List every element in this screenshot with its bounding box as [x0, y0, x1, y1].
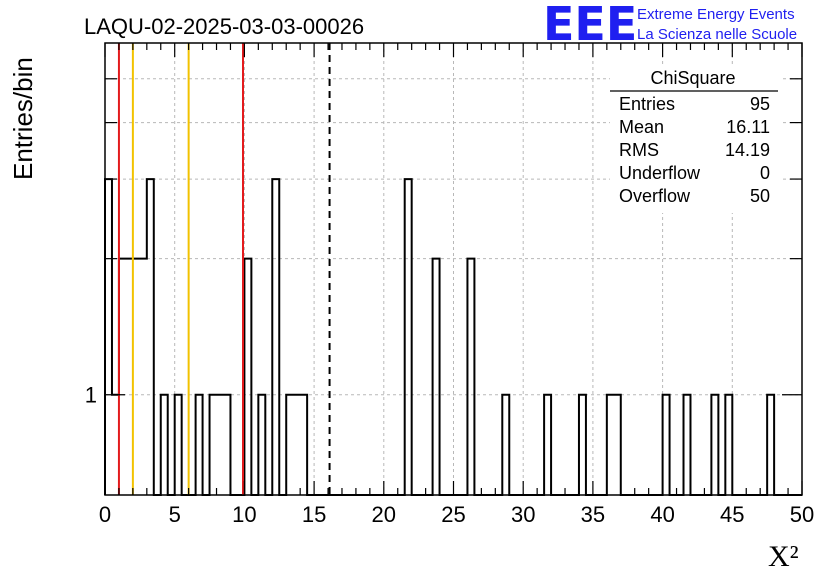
stats-value: 95	[750, 94, 770, 114]
stats-box-title: ChiSquare	[650, 68, 735, 88]
x-tick-label: 15	[302, 502, 326, 527]
eee-logo: EEE Extreme Energy Events La Scienza nel…	[543, 0, 797, 51]
eee-logo-line1: Extreme Energy Events	[637, 6, 795, 23]
x-tick-label: 35	[581, 502, 605, 527]
chart-title: LAQU-02-2025-03-03-00026	[84, 14, 364, 39]
stats-value: 14.19	[725, 140, 770, 160]
stats-label: RMS	[619, 140, 659, 160]
x-tick-label: 50	[790, 502, 814, 527]
histogram-outline	[104, 178, 802, 496]
stats-value: 0	[760, 163, 770, 183]
eee-logo-line2: La Scienza nelle Scuole	[637, 26, 797, 43]
eee-logo-mark: EEE	[543, 0, 637, 51]
x-tick-label: 0	[99, 502, 111, 527]
x-tick-label: 45	[720, 502, 744, 527]
y-axis-label: Entries/bin	[8, 57, 38, 180]
stats-value: 16.11	[726, 117, 770, 137]
stats-label: Overflow	[619, 186, 691, 206]
threshold-lines	[117, 43, 331, 495]
x-tick-label: 20	[372, 502, 396, 527]
stats-value: 50	[750, 186, 770, 206]
y-tick-label: 1	[85, 383, 97, 408]
stats-label: Entries	[619, 94, 675, 114]
x-tick-label: 30	[511, 502, 535, 527]
x-tick-label: 10	[232, 502, 256, 527]
x-tick-label: 5	[169, 502, 181, 527]
stats-label: Underflow	[619, 163, 701, 183]
x-tick-label: 25	[441, 502, 465, 527]
stats-box-rows: Entries 95 Mean 16.11 RMS 14.19 Underflow 0 Over…	[619, 94, 770, 206]
histogram-bars	[104, 178, 802, 496]
stats-box: ChiSquare Entries 95 Mean 16.11 RMS 14.19 Unde…	[610, 67, 780, 213]
x-tick-label: 40	[650, 502, 674, 527]
axis-ticks: 0 5 10 15 20 25 30 35 40 45 50 1	[85, 43, 814, 527]
stats-label: Mean	[619, 117, 664, 137]
x-axis-label: X²	[768, 540, 799, 572]
